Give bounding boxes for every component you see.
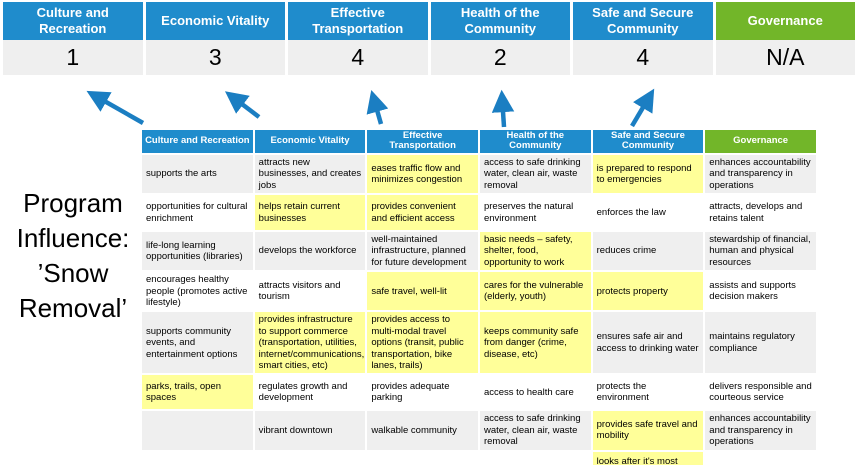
matrix-cell	[705, 451, 816, 465]
matrix-cell: supports community events, and entertain…	[142, 312, 253, 374]
matrix-cell	[254, 451, 366, 465]
arrow-culture-icon	[86, 90, 145, 125]
matrix-row: vibrant downtown walkable community acce…	[142, 411, 816, 450]
matrix-cell	[367, 451, 478, 465]
matrix-header-row: Culture and Recreation Economic Vitality…	[142, 130, 816, 153]
matrix-cell: access to safe drinking water, clean air…	[479, 411, 591, 450]
matrix-cell: protects the environment	[592, 375, 704, 410]
matrix-cell: ensures safe air and access to drinking …	[592, 312, 704, 374]
matrix-cell: preserves the natural environment	[479, 195, 591, 231]
matrix-row: parks, trails, open spaces regulates gro…	[142, 375, 816, 410]
matrix-header-economic: Economic Vitality	[254, 130, 366, 153]
matrix-cell: is prepared to respond to emergencies	[592, 154, 704, 194]
matrix-cell: reduces crime	[592, 232, 704, 271]
matrix-cell: encourages healthy people (promotes acti…	[142, 272, 253, 311]
category-header-economic: Economic Vitality	[145, 2, 285, 40]
matrix-row: supports community events, and entertain…	[142, 312, 816, 374]
matrix-cell: attracts new businesses, and creates job…	[254, 154, 366, 194]
matrix-cell: vibrant downtown	[254, 411, 366, 450]
category-header-safety: Safe and Secure Community	[573, 2, 713, 40]
matrix-cell: attracts, develops and retains talent	[705, 195, 816, 231]
matrix-row: supports the arts attracts new businesse…	[142, 154, 816, 194]
matrix-cell: attracts visitors and tourism	[254, 272, 366, 311]
matrix-cell: stewardship of financial, human and phys…	[705, 232, 816, 271]
matrix-cell: walkable community	[367, 411, 478, 450]
category-header-health: Health of the Community	[430, 2, 570, 40]
matrix-cell	[479, 451, 591, 465]
matrix-cell: life-long learning opportunities (librar…	[142, 232, 253, 271]
matrix-cell: provides convenient and efficient access	[367, 195, 478, 231]
matrix-header-safety: Safe and Secure Community	[592, 130, 704, 153]
matrix-cell: enhances accountability and transparency…	[705, 411, 816, 450]
arrow-health-icon	[491, 89, 515, 128]
matrix-cell: safe travel, well-lit	[367, 272, 478, 311]
score-culture: 1	[3, 40, 143, 75]
category-header-band: Culture and Recreation Economic Vitality…	[3, 2, 855, 40]
score-health: 2	[430, 40, 570, 75]
matrix-cell: regulates growth and development	[254, 375, 366, 410]
matrix-cell: provides safe travel and mobility	[592, 411, 704, 450]
matrix-cell: eases traffic flow and minimizes congest…	[367, 154, 478, 194]
matrix-cell: assists and supports decision makers	[705, 272, 816, 311]
matrix-header-transportation: Effective Transportation	[367, 130, 478, 153]
program-title-line: Program	[23, 188, 123, 218]
matrix-cell: cares for the vulnerable (elderly, youth…	[479, 272, 591, 311]
matrix-cell: develops the workforce	[254, 232, 366, 271]
matrix-cell: opportunities for cultural enrichment	[142, 195, 253, 231]
matrix-row: looks after it's most vulnerable	[142, 451, 816, 465]
category-header-governance: Governance	[715, 2, 855, 40]
influence-matrix: Culture and Recreation Economic Vitality…	[140, 128, 818, 465]
arrow-safety-icon	[630, 88, 655, 128]
program-title: Program Influence: ’Snow Removal’	[0, 186, 146, 326]
category-header-culture: Culture and Recreation	[3, 2, 143, 40]
matrix-cell: enhances accountability and transparency…	[705, 154, 816, 194]
matrix-cell: well-maintained infrastructure, planned …	[367, 232, 478, 271]
matrix-row: encourages healthy people (promotes acti…	[142, 272, 816, 311]
matrix-cell: protects property	[592, 272, 704, 311]
matrix-header-health: Health of the Community	[479, 130, 591, 153]
matrix-cell	[142, 411, 253, 450]
score-governance: N/A	[715, 40, 855, 75]
matrix-cell: access to safe drinking water, clean air…	[479, 154, 591, 194]
category-header-transportation: Effective Transportation	[288, 2, 428, 40]
matrix-cell: keeps community safe from danger (crime,…	[479, 312, 591, 374]
matrix-header-governance: Governance	[705, 130, 816, 153]
matrix-cell: provides access to multi-modal travel op…	[367, 312, 478, 374]
matrix-cell: supports the arts	[142, 154, 253, 194]
matrix-cell: provides infrastructure to support comme…	[254, 312, 366, 374]
score-economic: 3	[145, 40, 285, 75]
matrix-cell: delivers responsible and courteous servi…	[705, 375, 816, 410]
program-title-line: ’Snow	[37, 258, 109, 289]
arrow-economic-icon	[224, 91, 261, 119]
matrix-cell: access to health care	[479, 375, 591, 410]
matrix-cell	[142, 451, 253, 465]
matrix-cell: parks, trails, open spaces	[142, 375, 253, 410]
matrix-cell: enforces the law	[592, 195, 704, 231]
matrix-cell: helps retain current businesses	[254, 195, 366, 231]
score-transportation: 4	[288, 40, 428, 75]
program-title-line: Influence:	[16, 223, 130, 254]
matrix-cell: maintains regulatory compliance	[705, 312, 816, 374]
matrix-row: opportunities for cultural enrichment he…	[142, 195, 816, 231]
score-band: 1 3 4 2 4 N/A	[3, 40, 855, 75]
matrix-cell: basic needs – safety, shelter, food, opp…	[479, 232, 591, 271]
matrix-cell: provides adequate parking	[367, 375, 478, 410]
score-safety: 4	[573, 40, 713, 75]
matrix-header-culture: Culture and Recreation	[142, 130, 253, 153]
matrix-row: life-long learning opportunities (librar…	[142, 232, 816, 271]
arrow-transportation-icon	[366, 89, 389, 125]
matrix-cell: looks after it's most vulnerable	[592, 451, 704, 465]
program-title-line: Removal’	[18, 293, 128, 324]
